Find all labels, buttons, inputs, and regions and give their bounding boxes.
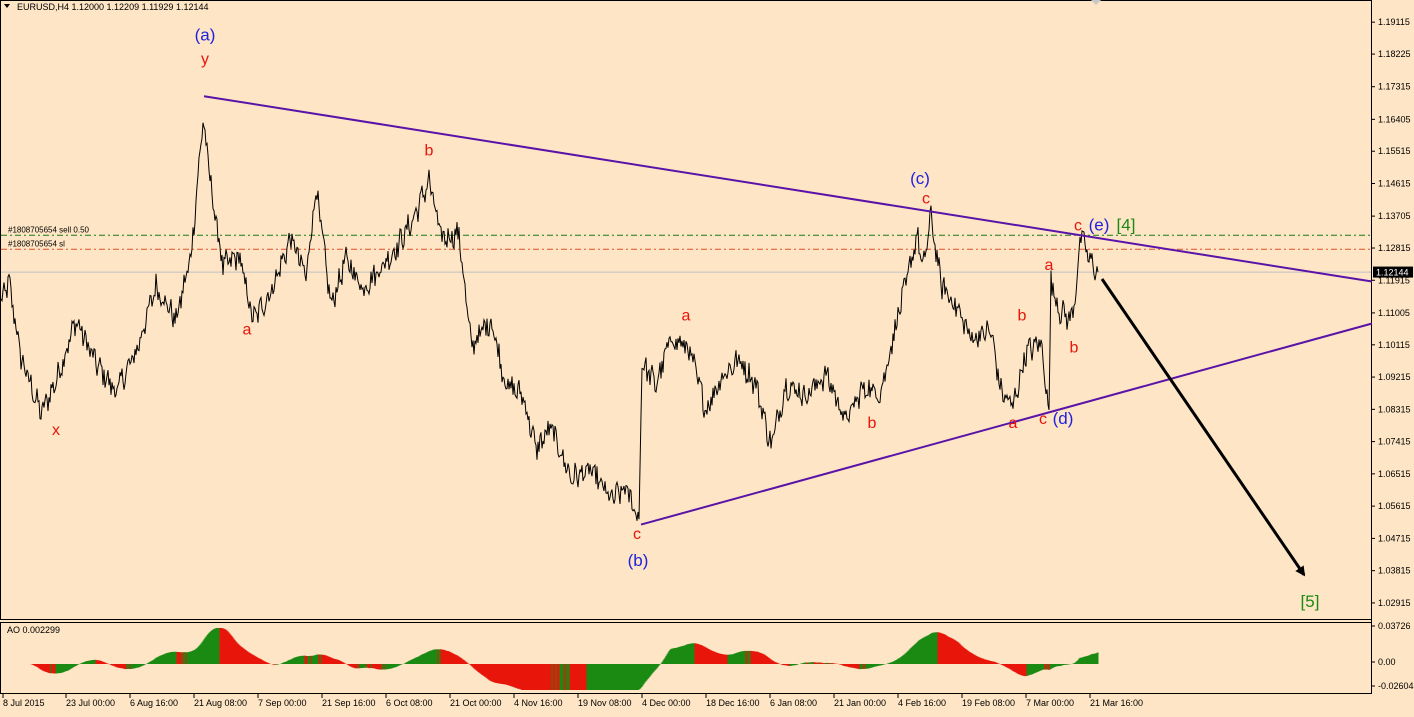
wave-label: (c) (910, 169, 930, 188)
x-tick-label: 21 Jan 00:00 (834, 698, 886, 708)
x-tick-label: 21 Aug 08:00 (194, 698, 247, 708)
price-line (0, 122, 1099, 521)
x-tick-label: 4 Feb 16:00 (898, 698, 946, 708)
price-series (0, 122, 1099, 521)
wave-label: c (1074, 218, 1082, 235)
y-tick-label: 1.16405 (1378, 114, 1411, 124)
x-tick-label: 6 Aug 16:00 (130, 698, 178, 708)
wave-label: [4] (1117, 216, 1136, 235)
ao-tick-label: 0.00 (1378, 657, 1396, 667)
ao-tick-label: 0.03726 (1378, 621, 1411, 631)
x-tick-label: 7 Mar 00:00 (1026, 698, 1074, 708)
y-tick-label: 1.05615 (1378, 501, 1411, 511)
x-tick-label: 7 Sep 00:00 (258, 698, 307, 708)
y-tick-label: 1.08315 (1378, 404, 1411, 414)
wave-label: a (1045, 257, 1054, 274)
y-tick-label: 1.07415 (1378, 437, 1411, 447)
time-axis[interactable]: 8 Jul 2015 23 Jul 00:00 6 Aug 16:00 21 Aug … (2, 694, 1143, 708)
y-tick-label: 1.02915 (1378, 598, 1411, 608)
y-tick-label: 1.15515 (1378, 146, 1411, 156)
y-tick-label: 1.06515 (1378, 469, 1411, 479)
wave-label: (d) (1053, 409, 1074, 428)
y-tick-label: 1.13705 (1378, 211, 1411, 221)
y-tick-label: 1.10115 (1378, 340, 1410, 350)
main-panel-border (0, 0, 1372, 620)
x-tick-label: 21 Sep 16:00 (322, 698, 376, 708)
wave-label: (b) (628, 551, 649, 570)
lower-trendline[interactable] (640, 322, 1373, 526)
y-tick-label: 1.04715 (1378, 533, 1411, 543)
x-tick-label: 23 Jul 00:00 (66, 698, 115, 708)
stop-loss-label: #1808705654 sl (8, 239, 65, 248)
y-tick-label: 1.19115 (1378, 17, 1410, 27)
triangle-trendlines[interactable] (203, 95, 1373, 526)
oscillator-title: AO 0.002299 (7, 625, 60, 635)
wave-label: [5] (1301, 592, 1320, 611)
y-tick-label: 1.11915 (1378, 275, 1410, 285)
wave-label: x (52, 422, 60, 439)
sell-order-label: #1808705654 sell 0.50 (8, 225, 90, 234)
scroll-marker-icon (1091, 0, 1101, 5)
x-tick-label: 6 Jan 08:00 (770, 698, 817, 708)
x-tick-label: 8 Jul 2015 (3, 698, 45, 708)
awesome-oscillator-bars (30, 628, 1099, 690)
wave-label: y (201, 51, 209, 68)
x-tick-label: 4 Dec 00:00 (642, 698, 691, 708)
x-tick-label: 18 Dec 16:00 (706, 698, 760, 708)
wave-label: a (1009, 415, 1018, 432)
y-tick-label: 1.11005 (1378, 308, 1410, 318)
wave-label: (a) (195, 26, 216, 45)
wave-label: c (633, 526, 641, 543)
wave-label: a (243, 322, 252, 339)
price-axis[interactable]: 1.19115 1.18225 1.17315 1.16405 1.15515 1.146… (1371, 17, 1411, 608)
projection-arrow-line[interactable] (1100, 278, 1306, 577)
wave-label: (e) (1089, 216, 1110, 235)
wave-labels: (a) y x a b a c (b) b (c) c b a b a c (d) c (e) [4] [5] (52, 26, 1319, 611)
symbol-header: EURUSD,H4 1.12000 1.12209 1.11929 1.1214… (17, 2, 208, 12)
x-tick-label: 19 Feb 08:00 (962, 698, 1015, 708)
collapse-triangle-icon[interactable] (4, 4, 10, 8)
wave-label: b (1070, 340, 1079, 357)
x-tick-label: 21 Oct 00:00 (450, 698, 502, 708)
x-tick-label: 4 Nov 16:00 (514, 698, 563, 708)
x-tick-label: 6 Oct 08:00 (386, 698, 433, 708)
projection-arrow[interactable] (1100, 278, 1306, 577)
wave-label: b (425, 142, 434, 159)
y-tick-label: 1.03815 (1378, 566, 1411, 576)
wave-label: c (1039, 411, 1047, 428)
wave-label: b (1018, 307, 1027, 324)
svg-text:1.12144: 1.12144 (1376, 268, 1409, 278)
y-tick-label: 1.18225 (1378, 49, 1411, 59)
current-price-tag: 1.12144 (1373, 266, 1413, 278)
wave-label: b (868, 415, 877, 432)
y-tick-label: 1.09215 (1378, 372, 1411, 382)
wave-label: c (922, 191, 930, 208)
wave-label: a (682, 307, 691, 324)
oscillator-axis: 0.03726 0.00 -0.02604 (1371, 621, 1414, 691)
y-tick-label: 1.12815 (1378, 243, 1411, 253)
x-tick-label: 21 Mar 16:00 (1090, 698, 1143, 708)
upper-trendline[interactable] (203, 95, 1373, 283)
x-tick-label: 19 Nov 08:00 (578, 698, 632, 708)
y-tick-label: 1.17315 (1378, 82, 1411, 92)
ao-tick-label: -0.02604 (1378, 681, 1414, 691)
y-tick-label: 1.14615 (1378, 178, 1411, 188)
